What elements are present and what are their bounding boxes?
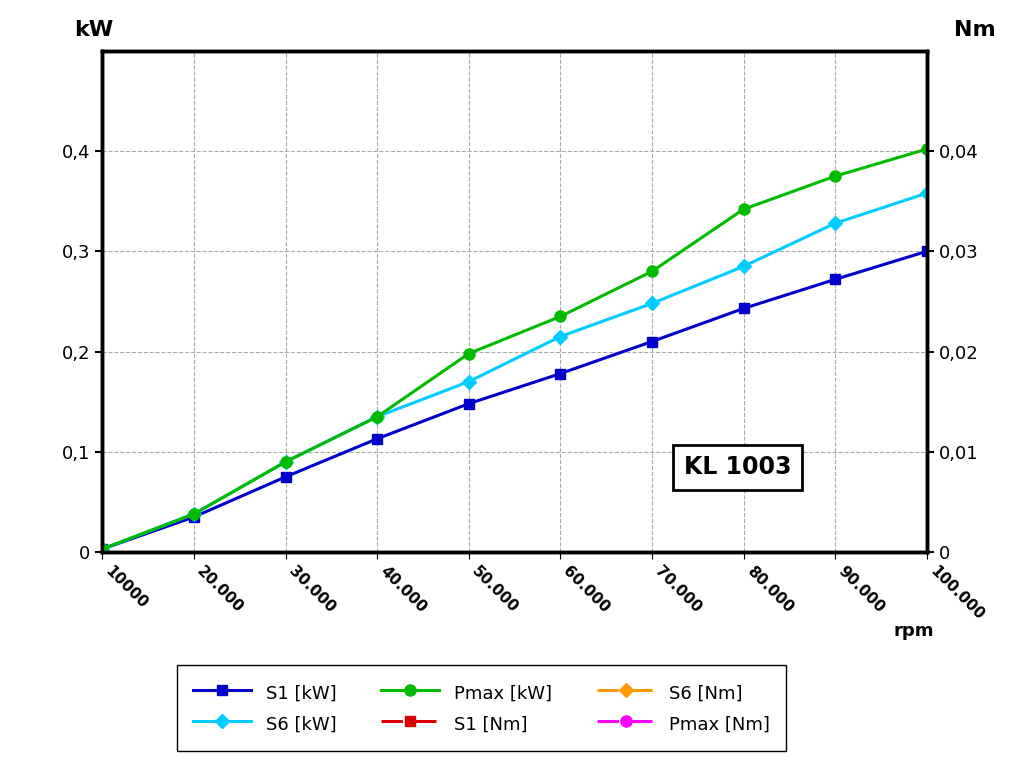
Line: S6 [kW]: S6 [kW]: [97, 189, 932, 554]
Legend: S1 [kW], S6 [kW], Pmax [kW], S1 [Nm], S6 [Nm], Pmax [Nm]: S1 [kW], S6 [kW], Pmax [kW], S1 [Nm], S6…: [177, 666, 786, 751]
S1 [kW]: [646, 337, 658, 346]
S1 [kW]: [371, 434, 383, 443]
S6 [kW]: [829, 218, 842, 228]
S1 [kW]: [187, 512, 200, 521]
S6 [kW]: [921, 189, 933, 198]
Text: KL 1003: KL 1003: [684, 456, 792, 479]
Pmax [kW]: [463, 349, 475, 359]
Line: Pmax [kW]: Pmax [kW]: [97, 143, 932, 554]
S6 [kW]: [646, 299, 658, 309]
Pmax [kW]: [646, 267, 658, 276]
Pmax [kW]: [554, 312, 566, 321]
Pmax [kW]: [280, 457, 292, 467]
S6 [kW]: [280, 457, 292, 467]
Pmax [kW]: [737, 204, 750, 214]
S1 [kW]: [737, 304, 750, 313]
S1 [kW]: [921, 247, 933, 256]
S6 [kW]: [371, 412, 383, 421]
S6 [kW]: [463, 377, 475, 386]
S1 [kW]: [554, 369, 566, 378]
Pmax [kW]: [921, 144, 933, 153]
S1 [kW]: [96, 544, 109, 554]
Pmax [kW]: [371, 412, 383, 421]
S6 [kW]: [554, 332, 566, 341]
Pmax [kW]: [829, 171, 842, 181]
S6 [kW]: [96, 544, 109, 554]
Text: rpm: rpm: [893, 622, 934, 640]
S6 [kW]: [737, 262, 750, 271]
Pmax [kW]: [96, 544, 109, 554]
S6 [kW]: [187, 509, 200, 518]
Text: kW: kW: [74, 20, 113, 40]
Text: Nm: Nm: [953, 20, 995, 40]
Pmax [kW]: [187, 509, 200, 518]
S1 [kW]: [829, 275, 842, 284]
S1 [kW]: [280, 472, 292, 482]
S1 [kW]: [463, 399, 475, 409]
Line: S1 [kW]: S1 [kW]: [97, 247, 932, 554]
